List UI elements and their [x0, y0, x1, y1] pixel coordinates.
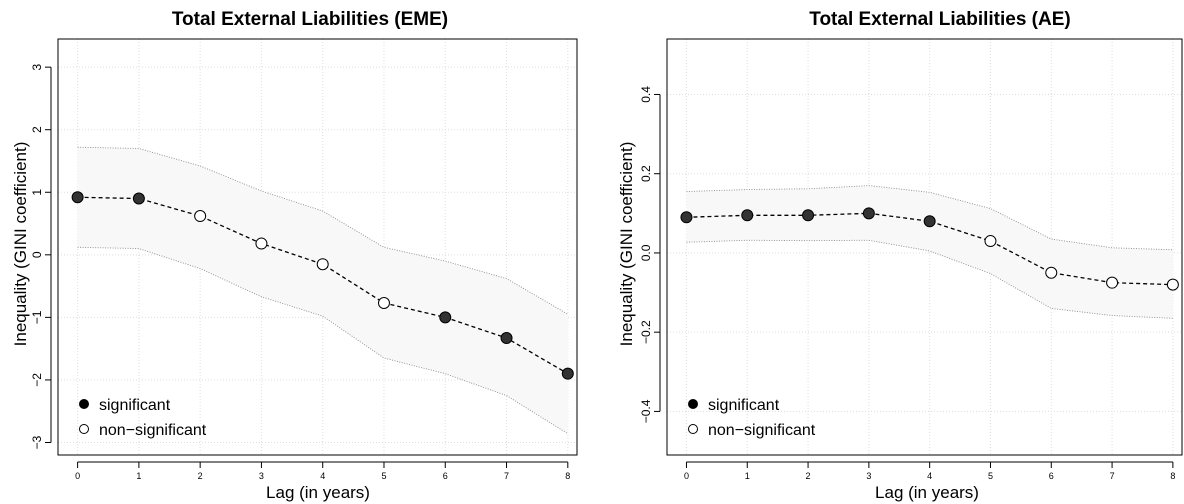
- y-tick-label: 2: [30, 126, 44, 133]
- y-axis-label: Inequality (GINI coefficient): [617, 142, 636, 347]
- y-tick-label: −0.4: [639, 399, 653, 423]
- x-tick-label: 1: [745, 471, 750, 481]
- y-tick-label: 0: [30, 251, 44, 258]
- x-tick-label: 5: [381, 471, 386, 481]
- x-tick-label: 2: [806, 471, 811, 481]
- y-tick-label: 1: [30, 189, 44, 196]
- x-tick-label: 7: [1110, 471, 1115, 481]
- x-tick-label: 7: [504, 471, 509, 481]
- data-point-significant: [802, 209, 815, 222]
- data-point-significant: [561, 367, 574, 380]
- x-tick-label: 8: [1170, 471, 1175, 481]
- data-point-significant: [862, 207, 875, 220]
- y-tick-label: −2: [30, 373, 44, 387]
- data-point-significant: [680, 211, 693, 224]
- data-point-non-significant: [1106, 276, 1119, 289]
- chart-title: Total External Liabilities (EME): [172, 9, 448, 30]
- x-tick-label: 3: [259, 471, 264, 481]
- band-lower-line: [77, 246, 569, 435]
- chart-panel-ae: 0 1 2 3 4 5 6 7 8 −0.4 −0.2 0.0 0.2 0.4 significant non…: [639, 38, 1183, 481]
- legend-label-significant: significant: [708, 397, 780, 414]
- data-point-significant: [132, 192, 145, 205]
- y-tick-label: −3: [30, 435, 44, 449]
- data-point-non-significant: [316, 258, 329, 271]
- legend-label-non-significant: non−significant: [708, 422, 816, 439]
- data-point-significant: [741, 209, 754, 222]
- chart-title: Total External Liabilities (AE): [809, 9, 1070, 30]
- data-point-non-significant: [1045, 266, 1058, 279]
- data-point-significant: [500, 332, 513, 345]
- y-tick-label: −1: [30, 310, 44, 324]
- plot-frame: [57, 38, 578, 456]
- x-tick-label: 4: [320, 471, 325, 481]
- x-tick-label: 2: [198, 471, 203, 481]
- series-line: [77, 196, 569, 375]
- x-tick-label: 6: [1049, 471, 1054, 481]
- data-point-non-significant: [255, 237, 268, 250]
- plot-frame: [666, 38, 1183, 456]
- x-tick-label: 4: [927, 471, 932, 481]
- x-tick-label: 3: [866, 471, 871, 481]
- x-tick-label: 0: [684, 471, 689, 481]
- x-tick-label: 1: [136, 471, 141, 481]
- data-point-significant: [71, 191, 84, 204]
- legend-label-non-significant: non−significant: [99, 422, 207, 439]
- legend-label-significant: significant: [99, 397, 171, 414]
- x-tick-label: 0: [75, 471, 80, 481]
- chart-panel-eme: 0 1 2 3 4 5 6 7 8 −3 −2 −1 0 1 2 3 significant non−signif…: [30, 38, 578, 481]
- data-point-non-significant: [377, 296, 390, 309]
- x-tick-label: 5: [988, 471, 993, 481]
- band-upper-line: [686, 185, 1173, 251]
- y-tick-label: 0.0: [639, 244, 653, 261]
- legend-marker-significant: [688, 399, 698, 409]
- y-tick-label: 0.4: [639, 86, 653, 103]
- data-point-significant: [923, 215, 936, 228]
- data-point-non-significant: [984, 235, 997, 248]
- y-tick-label: −0.2: [639, 320, 653, 344]
- confidence-band: [686, 185, 1173, 319]
- x-axis-label: Lag (in years): [875, 483, 979, 502]
- y-axis-label: Inequality (GINI coefficient): [11, 142, 30, 347]
- legend-marker-significant: [79, 399, 89, 409]
- data-point-non-significant: [1166, 278, 1179, 291]
- y-tick-label: 3: [30, 63, 44, 70]
- x-tick-label: 6: [443, 471, 448, 481]
- y-tick-label: 0.2: [639, 165, 653, 182]
- legend-marker-non-significant: [688, 424, 698, 434]
- data-point-significant: [439, 311, 452, 324]
- legend-marker-non-significant: [79, 424, 89, 434]
- x-tick-label: 8: [565, 471, 570, 481]
- data-point-non-significant: [194, 210, 207, 223]
- band-upper-line: [77, 146, 569, 315]
- x-axis-label: Lag (in years): [266, 483, 370, 502]
